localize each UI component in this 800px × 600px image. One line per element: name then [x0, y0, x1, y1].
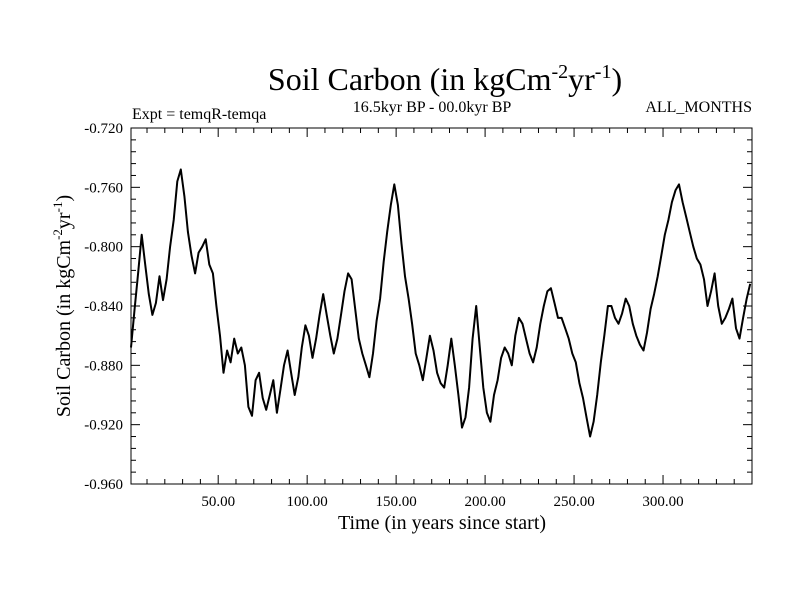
- chart-title: Soil Carbon (in kgCm-2yr-1): [268, 61, 622, 97]
- x-tick-label: 200.00: [464, 494, 505, 510]
- x-tick-label: 100.00: [287, 494, 328, 510]
- y-tick-label: -0.800: [84, 240, 123, 256]
- x-tick-label: 300.00: [642, 494, 683, 510]
- plot-frame: [130, 127, 753, 485]
- x-tick-label: 250.00: [553, 494, 594, 510]
- subtitle-period: 16.5kyr BP - 00.0kyr BP: [353, 99, 512, 116]
- x-axis-title: Time (in years since start): [338, 512, 546, 534]
- axis-ticks: 50.00 100.00 150.00 200.00 250.00 300.00 -0.72…: [84, 121, 752, 510]
- y-axis-title: Soil Carbon (in kgCm-2yr-1): [50, 195, 75, 417]
- series-line-soil-carbon: [130, 168, 752, 438]
- y-tick-label: -0.960: [84, 477, 123, 493]
- subtitle-months: ALL_MONTHS: [645, 99, 752, 116]
- x-tick-label: 50.00: [201, 494, 235, 510]
- y-tick-label: -0.880: [84, 358, 123, 374]
- y-tick-label: -0.760: [84, 180, 123, 196]
- y-tick-label: -0.720: [84, 121, 123, 137]
- subtitle-experiment: Expt = temqR-temqa: [132, 106, 266, 123]
- x-tick-label: 150.00: [376, 494, 417, 510]
- y-tick-label: -0.840: [84, 299, 123, 315]
- y-tick-label: -0.920: [84, 418, 123, 434]
